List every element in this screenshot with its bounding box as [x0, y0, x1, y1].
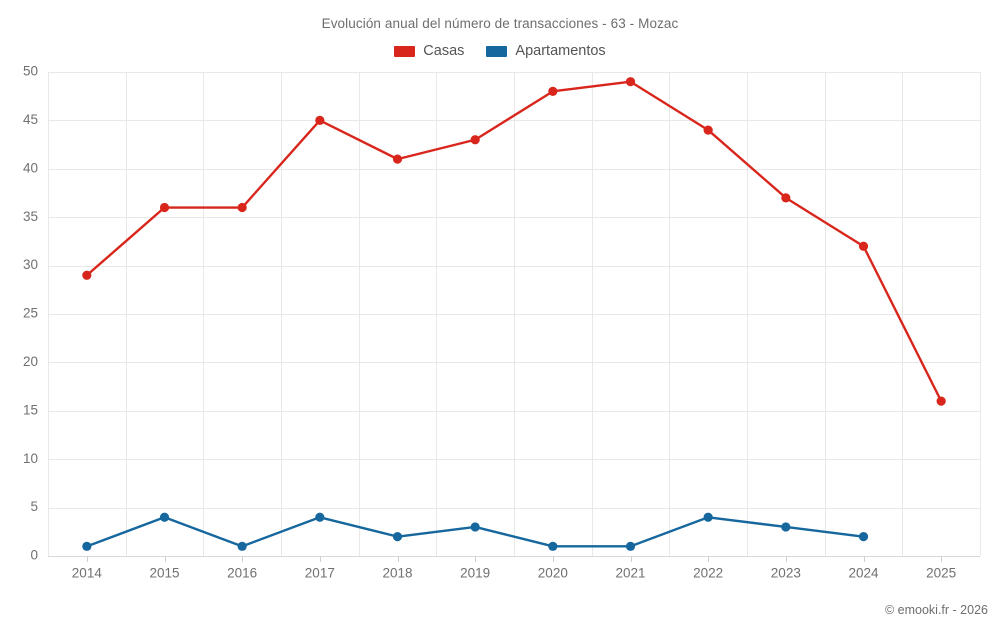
x-axis-tick-label: 2023: [771, 566, 801, 581]
x-axis-tick-label: 2019: [460, 566, 490, 581]
data-point-marker[interactable]: [703, 512, 713, 522]
x-axis-tick-label: 2015: [149, 566, 179, 581]
data-point-marker[interactable]: [548, 541, 558, 551]
x-axis-tick-label: 2020: [538, 566, 568, 581]
y-axis-tick-label: 15: [23, 402, 38, 417]
chart-title: Evolución anual del número de transaccio…: [321, 16, 679, 31]
y-axis-tick-label: 10: [23, 451, 38, 466]
x-axis-tick-label: 2016: [227, 566, 257, 581]
data-point-marker[interactable]: [781, 522, 791, 532]
data-point-marker[interactable]: [392, 154, 403, 164]
legend-swatch-apartamentos: [486, 45, 508, 57]
data-point-marker[interactable]: [159, 202, 170, 213]
series-apartamentos: [82, 512, 869, 551]
data-point-marker[interactable]: [392, 532, 403, 542]
copyright-credit: © emooki.fr - 2026: [884, 603, 988, 617]
x-axis-tick-label: 2022: [693, 566, 723, 581]
y-axis-tick-label: 5: [30, 499, 38, 514]
y-axis-tick-label: 35: [23, 209, 38, 224]
y-axis-tick-label: 45: [23, 112, 38, 127]
y-axis-tick-label: 50: [23, 64, 38, 79]
y-axis-tick-label: 20: [23, 354, 38, 369]
data-point-marker[interactable]: [703, 125, 713, 135]
chart-legend: Casas Apartamentos: [0, 43, 1000, 59]
legend-item-apartamentos[interactable]: Apartamentos: [486, 43, 606, 59]
data-point-marker[interactable]: [315, 512, 325, 522]
data-point-marker[interactable]: [858, 532, 869, 542]
data-point-marker[interactable]: [237, 202, 247, 213]
data-point-marker[interactable]: [315, 115, 325, 125]
x-axis-tick-label: 2024: [848, 566, 879, 581]
x-axis-labels: 2014 2015 2016 2017 2018 2019 2020 2021 2022 2023…: [72, 556, 956, 581]
x-axis-tick-label: 2017: [305, 566, 335, 581]
legend-label-apartamentos: Apartamentos: [515, 43, 606, 59]
data-point-marker[interactable]: [159, 512, 170, 522]
legend-item-casas[interactable]: Casas: [394, 43, 464, 59]
y-axis-tick-label: 30: [23, 257, 38, 272]
x-axis-tick-label: 2025: [926, 566, 956, 581]
data-point-marker[interactable]: [625, 541, 636, 551]
data-point-marker[interactable]: [82, 541, 92, 551]
x-axis-tick-label: 2021: [615, 566, 645, 581]
legend-label-casas: Casas: [423, 43, 465, 59]
series-line-casas: [85, 80, 943, 403]
y-axis-tick-label: 0: [30, 548, 38, 563]
y-axis-labels: 0 5 10 15 20 25 30 35 40 45 50: [23, 64, 38, 563]
data-point-marker[interactable]: [781, 193, 791, 203]
data-point-marker[interactable]: [82, 270, 92, 280]
data-point-marker[interactable]: [548, 86, 558, 96]
y-axis-tick-label: 40: [23, 160, 38, 175]
data-point-marker[interactable]: [858, 241, 869, 251]
x-axis-tick-label: 2014: [72, 566, 103, 581]
y-axis-tick-label: 25: [23, 306, 38, 321]
legend-swatch-casas: [394, 45, 416, 57]
series-casas: [82, 77, 946, 406]
data-point-marker[interactable]: [470, 135, 480, 145]
data-point-marker[interactable]: [625, 77, 636, 87]
x-axis-tick-label: 2018: [382, 566, 412, 581]
data-point-marker[interactable]: [237, 541, 247, 551]
data-point-marker[interactable]: [470, 522, 480, 532]
data-point-marker[interactable]: [936, 396, 946, 406]
gridlines: [48, 72, 981, 557]
